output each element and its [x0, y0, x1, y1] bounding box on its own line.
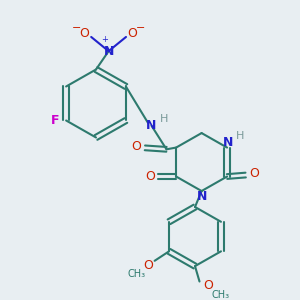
Text: N: N: [223, 136, 233, 149]
Text: O: O: [249, 167, 259, 180]
Text: O: O: [145, 170, 155, 183]
Text: +: +: [102, 35, 108, 44]
Text: CH₃: CH₃: [128, 269, 146, 279]
Text: O: O: [80, 27, 89, 40]
Text: N: N: [103, 45, 114, 58]
Text: O: O: [203, 279, 213, 292]
Text: N: N: [196, 190, 207, 203]
Text: O: O: [131, 140, 141, 154]
Text: H: H: [160, 114, 168, 124]
Text: O: O: [143, 259, 153, 272]
Text: CH₃: CH₃: [212, 290, 230, 300]
Text: F: F: [50, 114, 59, 127]
Text: −: −: [71, 23, 81, 33]
Text: N: N: [146, 119, 157, 132]
Text: −: −: [136, 23, 146, 33]
Text: O: O: [128, 27, 137, 40]
Text: H: H: [236, 131, 245, 141]
